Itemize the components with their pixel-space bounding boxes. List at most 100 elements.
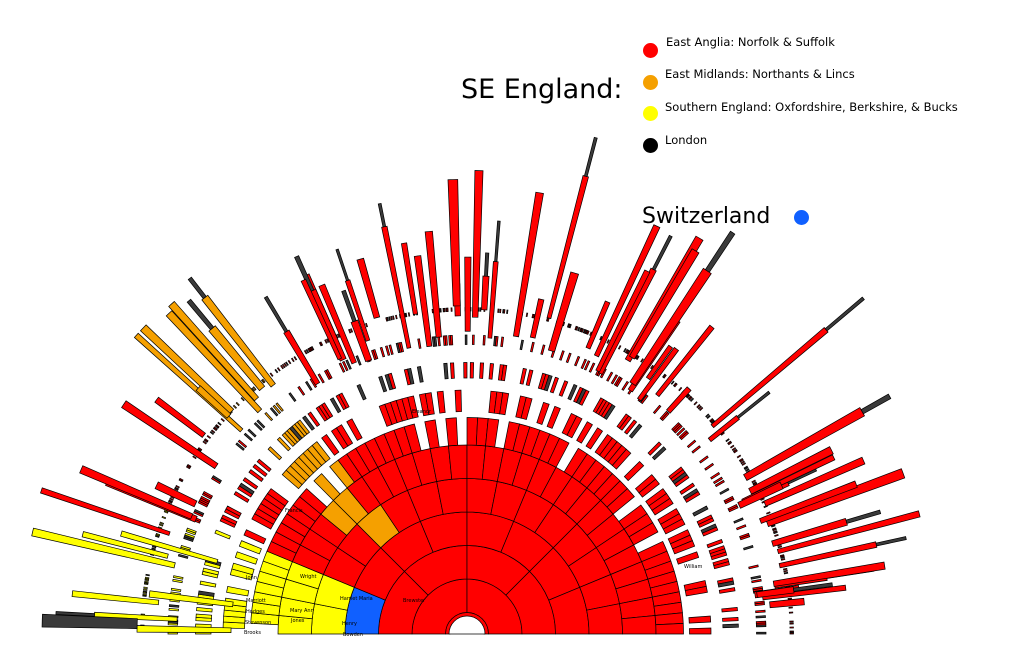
fan-segment-gen11 [650, 364, 654, 370]
fan-spike [710, 327, 829, 429]
fan-segment-gen8 [623, 460, 645, 482]
fan-segment-gen9 [647, 441, 662, 456]
fan-segment-gen10 [733, 517, 744, 524]
fan-segment-gen8 [321, 434, 340, 456]
fan-segment-gen11 [450, 307, 453, 312]
fan-segment-gen11 [232, 404, 238, 409]
fan-ancestor-label: Bowden [343, 632, 363, 638]
fan-segment-gen7 [547, 437, 570, 468]
fan-segment-gen11 [745, 468, 750, 472]
fan-segment-gen8 [546, 405, 561, 429]
fan-segment-gen9 [196, 607, 213, 613]
fan-segment-gen11 [789, 620, 794, 623]
fan-segment-gen9 [356, 384, 367, 401]
fan-segment-gen10 [699, 455, 709, 464]
fan-segment-gen10 [686, 439, 697, 449]
fan-segment-gen11 [499, 308, 502, 314]
legend-switzerland-title: Switzerland [642, 204, 771, 229]
fan-segment-gen11 [281, 363, 286, 369]
fan-segment-gen11 [283, 362, 288, 368]
fan-segment-gen11 [532, 313, 536, 319]
fan-segment-gen11 [503, 309, 506, 314]
fan-segment-gen10 [399, 341, 404, 353]
fan-segment-gen10 [180, 545, 191, 551]
fan-segment-gen11 [390, 315, 393, 321]
fan-segment-gen11 [210, 429, 216, 434]
fan-segment-gen11 [774, 534, 779, 537]
fan-segment-gen11 [733, 449, 738, 454]
fan-segment-gen11 [705, 413, 710, 418]
fan-spike [737, 481, 784, 509]
fan-segment-gen9 [479, 362, 485, 379]
fan-segment-gen9 [558, 380, 569, 397]
fan-segment-gen10 [388, 344, 394, 355]
fan-segment-gen11 [174, 486, 179, 491]
fan-spike [513, 191, 544, 338]
fan-spike [655, 324, 715, 398]
fan-segment-gen11 [699, 406, 704, 412]
fan-segment-gen11 [280, 364, 284, 370]
fan-segment-gen9 [321, 402, 334, 419]
fan-spike [547, 271, 579, 353]
fan-segment-gen8 [436, 390, 446, 414]
fan-ancestor-label: Marriott [246, 598, 266, 604]
fan-segment-gen11 [577, 326, 581, 332]
fan-spike [595, 269, 651, 373]
fan-segment-gen11 [479, 307, 482, 312]
fan-segment-gen10 [714, 479, 725, 488]
legend-swatch-east-midlands [643, 75, 658, 90]
fan-segment-gen10 [309, 378, 318, 389]
fan-spike-tip [341, 289, 357, 323]
fan-segment-gen8 [676, 551, 700, 565]
fan-segment-gen10 [660, 411, 670, 422]
fan-segment-gen10 [736, 524, 747, 531]
fan-segment-gen11 [443, 307, 446, 313]
fan-segment-gen11 [220, 417, 225, 423]
fan-segment-gen11 [179, 477, 184, 482]
fan-segment-gen11 [142, 590, 148, 593]
fan-spike [529, 298, 545, 339]
fan-segment-gen8 [585, 427, 604, 450]
fan-segment-gen11 [744, 466, 749, 471]
fan-segment-gen9 [416, 366, 424, 383]
fan-spike [481, 275, 490, 311]
fan-segment-gen8 [311, 441, 331, 463]
fan-segment-gen11 [158, 523, 164, 527]
fan-segment-gen8 [638, 478, 660, 498]
fan-segment-gen8 [672, 540, 696, 555]
fan-ancestor-label: William [684, 564, 702, 570]
fan-segment-gen7 [424, 419, 440, 450]
fan-spike [769, 597, 805, 609]
fan-spike-tip [494, 220, 501, 263]
fan-segment-gen9 [296, 419, 310, 435]
fan-ancestor-label: Henry [342, 621, 357, 627]
fan-segment-gen8 [234, 551, 258, 565]
fan-segment-gen10 [170, 587, 182, 592]
fan-spike [637, 346, 680, 402]
fan-segment-gen9 [463, 362, 468, 379]
fan-left-bar [136, 625, 232, 634]
fan-segment-gen9 [721, 607, 738, 613]
fan-segment-gen9 [242, 477, 259, 490]
fan-segment-gen11 [213, 426, 218, 431]
fan-segment-gen11 [693, 401, 698, 406]
fan-segment-gen11 [780, 556, 785, 559]
fan-segment-gen10 [750, 575, 762, 580]
fan-segment-gen10 [559, 350, 565, 361]
fan-segment-gen10 [437, 335, 441, 347]
fan-segment-gen8 [566, 415, 583, 439]
fan-segment-gen9 [619, 415, 632, 431]
fan-segment-gen11 [727, 441, 733, 446]
fan-segment-gen10 [172, 578, 183, 584]
fan-segment-gen9 [679, 482, 696, 495]
fan-segment-gen11 [209, 431, 215, 435]
fan-segment-gen11 [143, 588, 148, 591]
fan-ancestor-label: Jones [290, 618, 305, 624]
fan-segment-gen11 [204, 438, 209, 443]
fan-segment-gen11 [290, 357, 295, 363]
fan-spike-tip [875, 536, 907, 547]
fan-spike [154, 396, 206, 438]
fan-segment-gen10 [704, 462, 715, 471]
fan-segment-gen9 [302, 415, 315, 431]
fan-segment-gen11 [186, 463, 192, 468]
